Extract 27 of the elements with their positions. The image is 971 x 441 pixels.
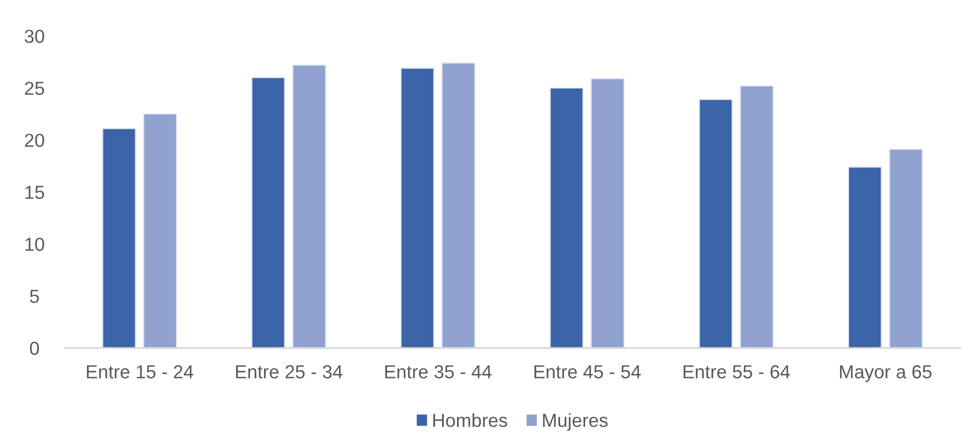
x-tick-label: Mayor a 65 (840, 365, 932, 382)
y-tick-label: 5 (30, 290, 39, 303)
bar (102, 128, 136, 348)
bar (550, 87, 584, 348)
bar (292, 64, 326, 348)
bar (441, 62, 476, 348)
bar (848, 166, 882, 348)
y-tick-label: 15 (25, 186, 44, 199)
bar (400, 68, 434, 348)
y-tick-label: 20 (24, 134, 44, 147)
bar (251, 77, 286, 348)
y-tick-label: 30 (24, 30, 44, 43)
x-tick-label: Entre 55 - 64 (684, 365, 790, 378)
y-tick-label: 0 (30, 342, 39, 355)
y-tick-label: 25 (24, 82, 44, 95)
x-tick-label: Entre 45 - 54 (534, 365, 641, 378)
y-tick-label: 10 (25, 238, 44, 251)
bar (590, 78, 625, 348)
bar (740, 85, 774, 348)
bar (698, 98, 733, 348)
x-tick-label: Entre 35 - 44 (385, 365, 492, 378)
legend-label: Hombres (433, 413, 508, 428)
legend-label: Mujeres (543, 413, 608, 431)
bar (888, 148, 923, 348)
bar (143, 113, 178, 348)
x-tick-label: Entre 25 - 34 (236, 365, 342, 378)
x-tick-label: Entre 15 - 24 (86, 365, 194, 378)
